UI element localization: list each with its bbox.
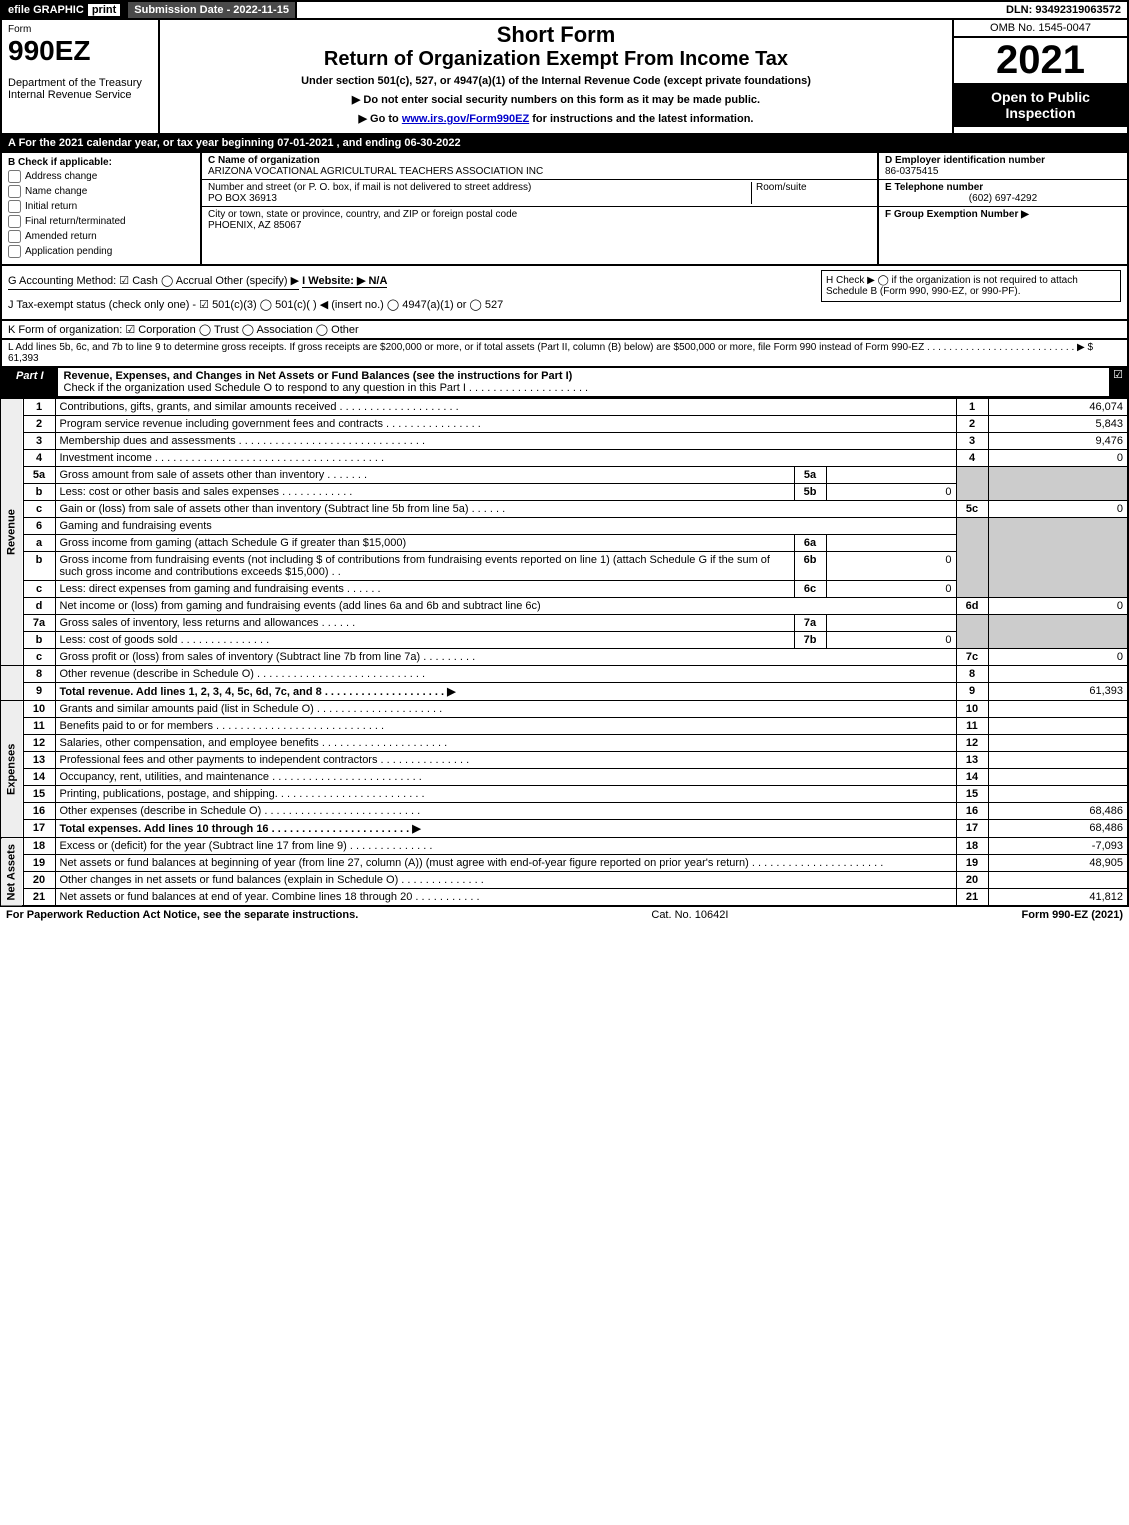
print-button[interactable]: print — [88, 4, 120, 16]
check-application-pending[interactable]: Application pending — [8, 245, 194, 258]
org-city: PHOENIX, AZ 85067 — [208, 220, 517, 231]
graphic-text: GRAPHIC — [33, 4, 84, 16]
side-net-assets: Net Assets — [1, 838, 23, 907]
efile-badge: efile GRAPHIC print — [2, 2, 126, 18]
room-suite-label: Room/suite — [751, 182, 871, 204]
c-addr-label: Number and street (or P. O. box, if mail… — [208, 182, 751, 193]
open-public: Open to Public Inspection — [954, 83, 1127, 127]
submission-date: Submission Date - 2022-11-15 — [126, 2, 297, 18]
check-amended-return[interactable]: Amended return — [8, 230, 194, 243]
line-i: I Website: ▶ N/A — [302, 274, 387, 288]
footer: For Paperwork Reduction Act Notice, see … — [0, 907, 1129, 923]
tax-year: 2021 — [954, 38, 1127, 83]
footer-left: For Paperwork Reduction Act Notice, see … — [6, 909, 358, 921]
return-title: Return of Organization Exempt From Incom… — [166, 48, 946, 71]
c-city-row: City or town, state or province, country… — [202, 207, 877, 233]
part1-header: Part I Revenue, Expenses, and Changes in… — [0, 368, 1129, 398]
under-section: Under section 501(c), 527, or 4947(a)(1)… — [166, 75, 946, 87]
footer-cat: Cat. No. 10642I — [358, 909, 1021, 921]
instr2-post: for instructions and the latest informat… — [529, 113, 753, 125]
section-gij: G Accounting Method: ☑ Cash ◯ Accrual Ot… — [0, 266, 1129, 321]
dln-number: DLN: 93492319063572 — [1000, 2, 1127, 18]
form-header: Form 990EZ Department of the Treasury In… — [0, 20, 1129, 135]
line-g: G Accounting Method: ☑ Cash ◯ Accrual Ot… — [8, 274, 299, 290]
org-name: ARIZONA VOCATIONAL AGRICULTURAL TEACHERS… — [208, 166, 543, 177]
check-name-change[interactable]: Name change — [8, 185, 194, 198]
c-city-label: City or town, state or province, country… — [208, 209, 517, 220]
omb-number: OMB No. 1545-0047 — [954, 20, 1127, 38]
header-left: Form 990EZ Department of the Treasury In… — [2, 20, 160, 133]
part1-title: Revenue, Expenses, and Changes in Net As… — [58, 368, 1109, 396]
section-d: D Employer identification number 86-0375… — [877, 153, 1127, 264]
part1-tab: Part I — [2, 368, 58, 396]
ein-row: D Employer identification number 86-0375… — [879, 153, 1127, 180]
form-number: 990EZ — [8, 35, 152, 67]
section-b: B Check if applicable: Address change Na… — [2, 153, 202, 264]
check-address-change[interactable]: Address change — [8, 170, 194, 183]
ein-value: 86-0375415 — [885, 166, 1121, 177]
line-l: L Add lines 5b, 6c, and 7b to line 9 to … — [0, 340, 1129, 368]
c-addr-row: Number and street (or P. O. box, if mail… — [202, 180, 877, 207]
form-label: Form — [8, 24, 152, 35]
row-a-tax-year: A For the 2021 calendar year, or tax yea… — [0, 135, 1129, 153]
check-initial-return[interactable]: Initial return — [8, 200, 194, 213]
tel-value: (602) 697-4292 — [885, 193, 1121, 204]
c-name-label: C Name of organization — [208, 155, 543, 166]
side-expenses: Expenses — [1, 701, 23, 838]
short-form-title: Short Form — [166, 22, 946, 48]
section-c: C Name of organization ARIZONA VOCATIONA… — [202, 153, 877, 264]
top-bar: efile GRAPHIC print Submission Date - 20… — [0, 0, 1129, 20]
section-bcd: B Check if applicable: Address change Na… — [0, 153, 1129, 266]
line-k: K Form of organization: ☑ Corporation ◯ … — [0, 321, 1129, 340]
instruction-2: ▶ Go to www.irs.gov/Form990EZ for instru… — [166, 112, 946, 125]
section-b-title: B Check if applicable: — [8, 157, 194, 168]
department-text: Department of the Treasury Internal Reve… — [8, 77, 152, 101]
check-final-return[interactable]: Final return/terminated — [8, 215, 194, 228]
side-revenue: Revenue — [1, 399, 23, 666]
line-h: H Check ▶ ◯ if the organization is not r… — [821, 270, 1121, 302]
instruction-1: ▶ Do not enter social security numbers o… — [166, 93, 946, 106]
part1-check-text: Check if the organization used Schedule … — [64, 382, 589, 394]
footer-right: Form 990-EZ (2021) — [1022, 909, 1123, 921]
c-name-row: C Name of organization ARIZONA VOCATIONA… — [202, 153, 877, 180]
ein-label: D Employer identification number — [885, 155, 1121, 166]
group-exemption-row: F Group Exemption Number ▶ — [879, 207, 1127, 264]
tel-row: E Telephone number (602) 697-4292 — [879, 180, 1127, 207]
part1-checkmark: ☑ — [1109, 368, 1127, 396]
org-address: PO BOX 36913 — [208, 193, 751, 204]
header-mid: Short Form Return of Organization Exempt… — [160, 20, 952, 133]
efile-text: efile — [8, 4, 30, 16]
instr2-pre: ▶ Go to — [359, 113, 402, 125]
lines-table: Revenue 1 Contributions, gifts, grants, … — [0, 398, 1129, 907]
irs-link[interactable]: www.irs.gov/Form990EZ — [402, 113, 529, 125]
tel-label: E Telephone number — [885, 182, 1121, 193]
group-exemption-label: F Group Exemption Number ▶ — [885, 209, 1121, 220]
header-right: OMB No. 1545-0047 2021 Open to Public In… — [952, 20, 1127, 133]
